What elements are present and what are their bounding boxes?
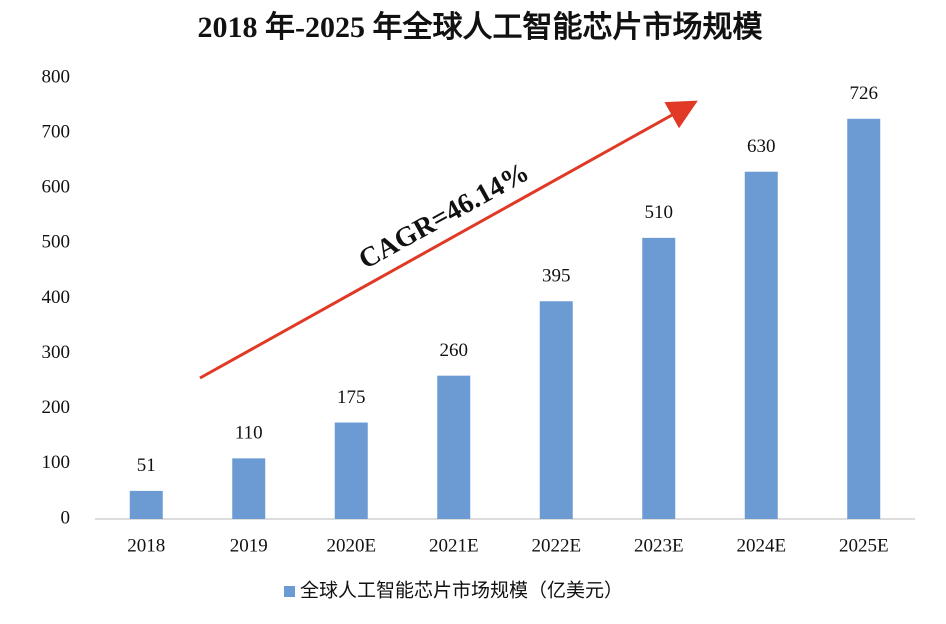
data-label: 395 [542,266,571,287]
y-tick-label: 100 [42,452,71,473]
bar [539,301,573,519]
x-tick-label: 2018 [127,535,165,556]
y-tick-label: 0 [61,507,71,528]
y-tick-label: 800 [42,66,71,87]
trend-arrow [199,100,698,380]
x-tick-label: 2023E [634,535,684,556]
data-label: 630 [747,136,776,157]
x-tick-label: 2022E [531,535,581,556]
data-label: 110 [235,423,263,444]
data-label: 726 [850,83,879,104]
y-tick-label: 700 [42,121,71,142]
y-tick-label: 300 [42,342,71,363]
x-tick-label: 2019 [230,535,268,556]
bar [334,422,368,519]
annotation: CAGR=46.14% [354,157,535,276]
legend-swatch [284,586,295,597]
x-tick-label: 2021E [429,535,479,556]
bar [437,375,471,519]
data-label: 510 [645,202,674,223]
bar [642,237,676,520]
data-label: 51 [137,455,156,476]
bar [847,118,881,519]
y-tick-label: 400 [42,287,71,308]
x-tick-label: 2024E [736,535,786,556]
chart-title: 2018 年-2025 年全球人工智能芯片市场规模 [198,10,763,44]
legend-label: 全球人工智能芯片市场规模（亿美元） [300,579,623,601]
x-tick-label: 2025E [839,535,889,556]
x-tick-label: 2020E [326,535,376,556]
y-tick-label: 600 [42,177,71,198]
data-label: 260 [440,340,469,361]
data-label: 175 [337,387,366,408]
y-tick-label: 500 [42,232,71,253]
bar [129,490,163,519]
bar [744,171,778,519]
bar [232,458,266,519]
y-tick-label: 200 [42,397,71,418]
